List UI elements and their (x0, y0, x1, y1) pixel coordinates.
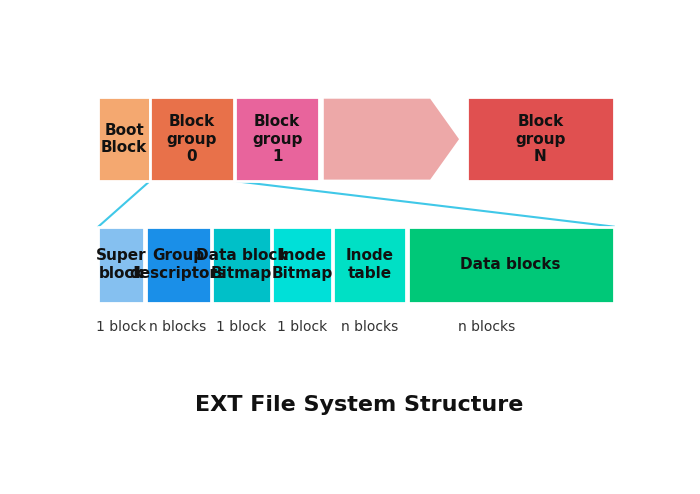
FancyBboxPatch shape (98, 227, 144, 303)
Text: n blocks: n blocks (341, 320, 398, 334)
Text: Group
descriptors: Group descriptors (130, 248, 227, 281)
Text: Super
block: Super block (96, 248, 147, 281)
Text: Boot
Block: Boot Block (101, 123, 147, 155)
Text: 1 block: 1 block (216, 320, 267, 334)
Text: Block
group
N: Block group N (515, 114, 566, 164)
Text: Inode
Bitmap: Inode Bitmap (272, 248, 333, 281)
Text: Data blocks: Data blocks (461, 257, 561, 272)
Text: n blocks: n blocks (150, 320, 206, 334)
FancyBboxPatch shape (98, 97, 150, 181)
FancyBboxPatch shape (146, 227, 211, 303)
FancyBboxPatch shape (211, 227, 272, 303)
Text: n blocks: n blocks (458, 320, 515, 334)
Polygon shape (323, 97, 461, 181)
FancyBboxPatch shape (235, 97, 319, 181)
FancyBboxPatch shape (272, 227, 332, 303)
Text: EXT File System Structure: EXT File System Structure (195, 395, 523, 415)
FancyBboxPatch shape (407, 227, 614, 303)
Text: Inode
table: Inode table (346, 248, 394, 281)
FancyBboxPatch shape (468, 97, 614, 181)
Text: Data block
Bitmap: Data block Bitmap (196, 248, 287, 281)
FancyBboxPatch shape (333, 227, 407, 303)
Text: Block
group
1: Block group 1 (252, 114, 302, 164)
Text: 1 block: 1 block (96, 320, 146, 334)
FancyBboxPatch shape (150, 97, 234, 181)
Text: 1 block: 1 block (277, 320, 328, 334)
Text: Block
group
0: Block group 0 (167, 114, 217, 164)
